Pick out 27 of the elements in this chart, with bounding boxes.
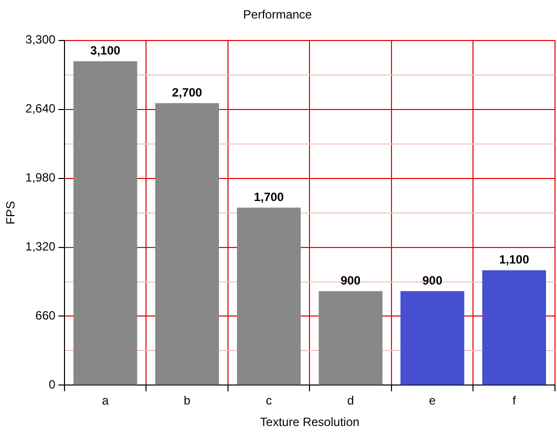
data-label: 900: [422, 273, 443, 288]
bar: [155, 103, 219, 385]
y-tick-label: 2,640: [25, 102, 56, 116]
x-tick-label: b: [184, 394, 191, 408]
y-tick-label: 0: [48, 378, 56, 392]
bar: [236, 208, 301, 385]
y-tick-label: 660: [35, 308, 56, 323]
y-axis-title: FPS: [4, 201, 18, 224]
data-label: 900: [340, 273, 361, 288]
bar: [318, 291, 382, 385]
x-tick-label: a: [102, 394, 109, 408]
bar: [482, 270, 546, 385]
data-label: 3,100: [90, 44, 121, 58]
x-tick-label: e: [429, 394, 436, 408]
x-tick-label: f: [512, 394, 516, 408]
bar: [73, 61, 138, 385]
x-axis-title: Texture Resolution: [260, 415, 360, 430]
data-label: 1,700: [254, 190, 284, 204]
chart-title: Performance: [243, 8, 312, 22]
bar: [400, 291, 464, 385]
data-label: 2,700: [172, 85, 202, 100]
y-tick-label: 1,980: [25, 170, 56, 185]
y-tick-label: 3,300: [25, 32, 56, 47]
x-tick-label: c: [266, 394, 272, 408]
x-tick-label: d: [347, 394, 354, 408]
data-label: 1,100: [499, 252, 530, 267]
y-tick-label: 1,320: [25, 240, 56, 254]
